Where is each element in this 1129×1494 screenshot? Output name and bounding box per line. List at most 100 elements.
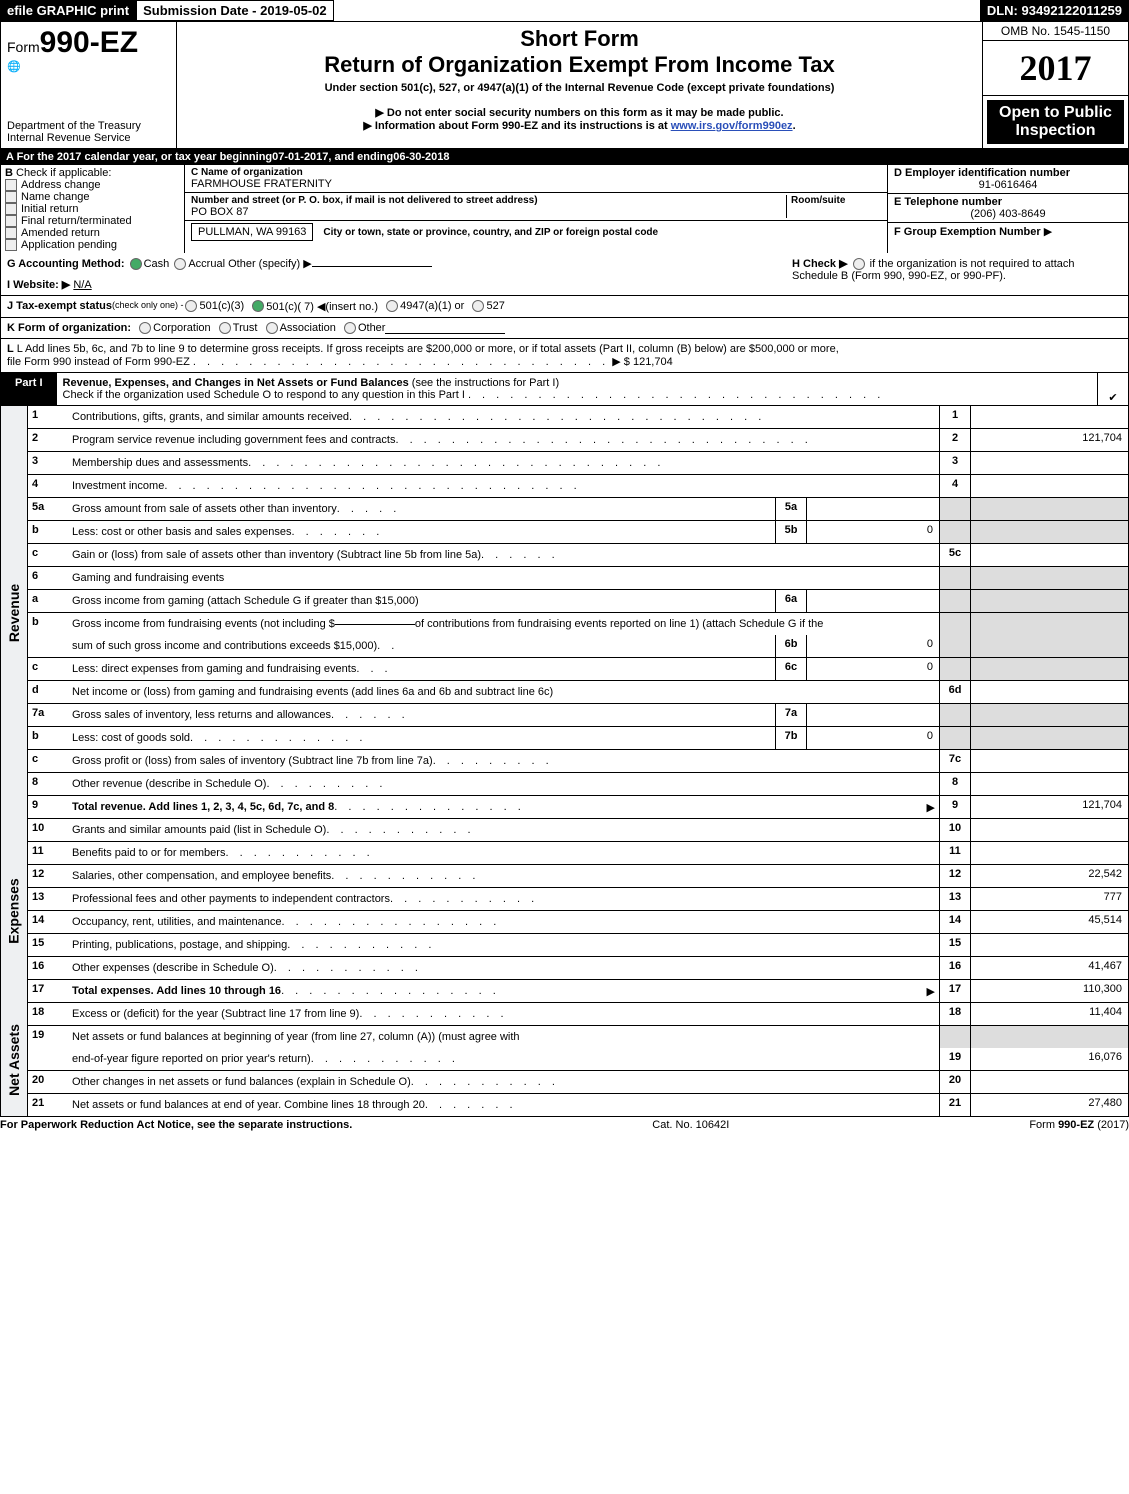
- box-num: 16: [939, 957, 970, 979]
- radio-cash[interactable]: [130, 258, 142, 270]
- expense-lines: 10 Grants and similar amounts paid (list…: [28, 819, 1128, 1003]
- radio-corporation[interactable]: [139, 322, 151, 334]
- checkbox-label: Name change: [21, 191, 90, 203]
- fundraising-amount-input[interactable]: [335, 624, 415, 625]
- line-9: 9 Total revenue. Add lines 1, 2, 3, 4, 5…: [28, 796, 1128, 819]
- dots-icon: . . . . . . . . . . .: [274, 962, 935, 974]
- line-desc: Other changes in net assets or fund bala…: [72, 1076, 411, 1088]
- box-num: 20: [939, 1071, 970, 1093]
- expenses-label-text: Expenses: [6, 878, 22, 943]
- box-num: 4: [939, 475, 970, 497]
- box-val: [970, 452, 1128, 474]
- checkbox-application-pending[interactable]: Application pending: [5, 239, 180, 251]
- radio-other[interactable]: [344, 322, 356, 334]
- part-1-title: Revenue, Expenses, and Changes in Net As…: [63, 377, 412, 389]
- other-org-input[interactable]: [385, 322, 505, 334]
- radio-trust[interactable]: [219, 322, 231, 334]
- box-val: 45,514: [970, 911, 1128, 933]
- cash-label: Cash: [144, 258, 170, 270]
- section-c: C Name of organization FARMHOUSE FRATERN…: [185, 165, 887, 253]
- efile-print-button[interactable]: efile GRAPHIC print: [0, 0, 136, 21]
- b-check-if: Check if applicable:: [16, 167, 111, 179]
- box-val: [970, 658, 1128, 680]
- dots-icon: . . . . . . . . . . . . . .: [334, 801, 926, 813]
- a-begin: 07-01-2017: [272, 151, 328, 163]
- box-num: [939, 498, 970, 520]
- line-desc: Salaries, other compensation, and employ…: [72, 870, 331, 882]
- dots-icon: . . . . . .: [331, 709, 771, 721]
- revenue-side-label: Revenue: [1, 406, 28, 819]
- a-mid: , and ending: [328, 151, 393, 163]
- revenue-label-text: Revenue: [6, 583, 22, 641]
- website-value: N/A: [73, 279, 91, 291]
- checkbox-amended-return[interactable]: Amended return: [5, 227, 180, 239]
- ein-label: D Employer identification number: [894, 167, 1122, 179]
- tel-cell: E Telephone number (206) 403-8649: [888, 194, 1128, 223]
- radio-501c7[interactable]: [252, 300, 264, 312]
- info-line: ▶ Information about Form 990-EZ and its …: [363, 119, 795, 132]
- radio-association[interactable]: [266, 322, 278, 334]
- box-val: [970, 613, 1128, 635]
- dots-icon: . . . . . . . . . . .: [287, 939, 935, 951]
- line-num: 2: [28, 429, 68, 451]
- room-label: Room/suite: [791, 195, 881, 206]
- dots-icon: . . . . . . . . . . . . . . . . . . . . …: [395, 434, 935, 446]
- dln: DLN: 93492122011259: [980, 0, 1129, 21]
- street-label: Number and street (or P. O. box, if mail…: [191, 195, 786, 206]
- radio-accrual[interactable]: [174, 258, 186, 270]
- a-end: 06-30-2018: [393, 151, 449, 163]
- header-right: OMB No. 1545-1150 2017 Open to Public In…: [982, 22, 1128, 148]
- dots-icon: . . . . . . . . . . . . .: [190, 732, 771, 744]
- other-specify-input[interactable]: [312, 266, 432, 267]
- checkbox-initial-return[interactable]: Initial return: [5, 203, 180, 215]
- opt-501c7: 501(c)( 7) ◀(insert no.): [266, 300, 378, 313]
- box-num: 14: [939, 911, 970, 933]
- dots-icon: . . . . . . . . . . . . . . . . . . . . …: [248, 457, 935, 469]
- box-val: [970, 750, 1128, 772]
- line-8: 8 Other revenue (describe in Schedule O)…: [28, 773, 1128, 796]
- box-val: [970, 521, 1128, 543]
- checkbox-name-change[interactable]: Name change: [5, 191, 180, 203]
- irs-link[interactable]: www.irs.gov/form990ez: [671, 120, 793, 132]
- line-7b: b Less: cost of goods sold. . . . . . . …: [28, 727, 1128, 750]
- line-num: [28, 635, 68, 657]
- part-1-checkbox[interactable]: ✔: [1097, 373, 1128, 405]
- line-desc: Gain or (loss) from sale of assets other…: [72, 549, 481, 561]
- line-num: 10: [28, 819, 68, 841]
- line-desc: Gross sales of inventory, less returns a…: [72, 709, 331, 721]
- opt-4947: 4947(a)(1) or: [400, 300, 464, 313]
- radio-501c3[interactable]: [185, 300, 197, 312]
- checkbox-label: Application pending: [21, 239, 117, 251]
- radio-4947[interactable]: [386, 300, 398, 312]
- checkbox-icon: [5, 239, 17, 251]
- checkbox-address-change[interactable]: Address change: [5, 179, 180, 191]
- box-num: 8: [939, 773, 970, 795]
- section-h: H Check ▶ if the organization is not req…: [792, 257, 1122, 291]
- dots-icon: . . . . . . . . . . .: [359, 1008, 935, 1020]
- tel-value: (206) 403-8649: [894, 208, 1122, 220]
- bcd-section: B Check if applicable: Address change Na…: [0, 165, 1129, 253]
- globe-icon: 🌐: [1, 60, 176, 73]
- other-label: Other (specify) ▶: [228, 258, 312, 270]
- line-6: 6 Gaming and fundraising events: [28, 567, 1128, 590]
- box-num: [939, 613, 970, 635]
- city-cell: PULLMAN, WA 99163 City or town, state or…: [185, 221, 887, 243]
- info-suffix: .: [793, 120, 796, 132]
- section-def: D Employer identification number 91-0616…: [887, 165, 1128, 253]
- box-num: 21: [939, 1094, 970, 1116]
- line-desc: Program service revenue including govern…: [72, 434, 395, 446]
- radio-527[interactable]: [472, 300, 484, 312]
- box-num: 19: [939, 1048, 970, 1070]
- opt-other: Other: [358, 322, 386, 334]
- dln-value: 93492122011259: [1021, 3, 1122, 18]
- checkbox-schedule-b[interactable]: [853, 258, 865, 270]
- mini-num: 5a: [775, 498, 806, 520]
- line-num: 21: [28, 1094, 68, 1116]
- k-label: K Form of organization:: [7, 322, 131, 334]
- box-num: 6d: [939, 681, 970, 703]
- line-6a: a Gross income from gaming (attach Sched…: [28, 590, 1128, 613]
- box-num: [939, 1026, 970, 1048]
- checkbox-icon: [5, 191, 17, 203]
- checkbox-final-return[interactable]: Final return/terminated: [5, 215, 180, 227]
- line-num: 3: [28, 452, 68, 474]
